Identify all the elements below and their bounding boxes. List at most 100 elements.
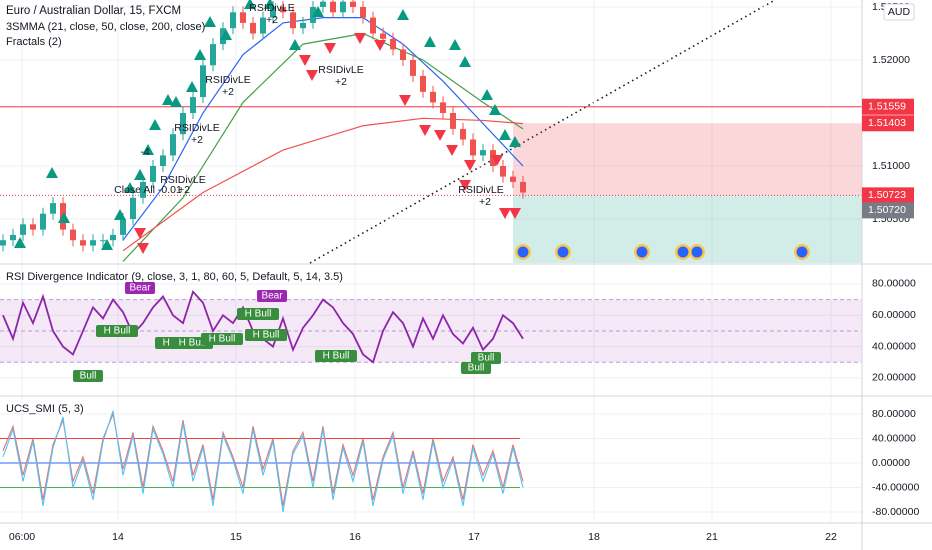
candle bbox=[0, 240, 6, 246]
fractal-up bbox=[449, 39, 461, 50]
candle bbox=[20, 224, 26, 235]
price-label-box bbox=[862, 187, 914, 204]
fractal-up bbox=[424, 36, 436, 47]
study-legend: 3SMMA (21, close, 50, close, 200, close) bbox=[6, 21, 205, 33]
candle bbox=[10, 234, 16, 241]
event-icon-inner bbox=[557, 246, 569, 258]
strategy-label: Close All -0.01 bbox=[114, 184, 182, 196]
signal-label: H Bull bbox=[104, 326, 131, 337]
candle bbox=[50, 203, 56, 214]
fractal-down bbox=[354, 33, 366, 44]
fractal-up bbox=[46, 167, 58, 178]
fractal-down bbox=[446, 145, 458, 156]
fractal-down bbox=[399, 95, 411, 106]
candle bbox=[430, 91, 436, 103]
currency: AUD bbox=[888, 6, 911, 18]
signal-label: H Bull bbox=[179, 338, 206, 349]
candle bbox=[420, 75, 426, 92]
fractal-up bbox=[124, 182, 136, 193]
candle bbox=[510, 176, 516, 182]
candle bbox=[30, 224, 36, 230]
candle bbox=[240, 12, 246, 23]
signal-label: H Bull bbox=[253, 330, 280, 341]
signal-box bbox=[237, 308, 279, 320]
strategy-label: RSIDivLE bbox=[205, 74, 251, 86]
price-label: 1.51559 bbox=[868, 101, 906, 113]
fractal-down bbox=[324, 43, 336, 54]
fractal-down bbox=[459, 180, 471, 191]
event-icon-inner bbox=[796, 246, 808, 258]
signal-label: Bull bbox=[80, 371, 97, 382]
candle bbox=[370, 17, 376, 34]
fractal-down bbox=[137, 243, 149, 254]
candle bbox=[480, 150, 486, 156]
signal-box bbox=[257, 290, 287, 302]
candle bbox=[350, 1, 356, 7]
y-tick-label: 0.00000 bbox=[872, 457, 910, 469]
fractal-up bbox=[14, 237, 26, 248]
candle bbox=[300, 22, 306, 29]
candle bbox=[330, 1, 336, 13]
fractal-down bbox=[134, 228, 146, 239]
signal-box bbox=[245, 329, 287, 341]
strategy-label: +2 bbox=[191, 134, 203, 146]
x-tick-label: 06:00 bbox=[9, 531, 35, 543]
fractal-up bbox=[509, 136, 521, 147]
y-tick-label: 1.51000 bbox=[872, 160, 910, 172]
signal-label: Bear bbox=[129, 283, 151, 294]
strategy-label: -4 bbox=[140, 146, 149, 158]
fractal-down bbox=[491, 155, 503, 166]
fractal-up bbox=[459, 56, 471, 67]
candle bbox=[390, 38, 396, 50]
candle bbox=[140, 181, 146, 198]
fractal-up bbox=[134, 169, 146, 180]
fractal-down bbox=[464, 160, 476, 171]
fractal-down bbox=[509, 208, 521, 219]
signal-label: Bull bbox=[478, 353, 495, 364]
candle bbox=[170, 134, 176, 156]
signal-box bbox=[201, 333, 243, 345]
y-tick-label: 80.00000 bbox=[872, 278, 916, 290]
currency-box bbox=[883, 3, 915, 21]
candle bbox=[460, 128, 466, 140]
fractal-up bbox=[312, 6, 324, 17]
fractal-down bbox=[299, 55, 311, 66]
candle bbox=[110, 234, 116, 241]
signal-label: H Bull bbox=[245, 309, 272, 320]
event-icon-inner bbox=[677, 246, 689, 258]
fractal-up bbox=[220, 29, 232, 40]
candle bbox=[410, 59, 416, 76]
candle bbox=[380, 33, 386, 39]
signal-label: H Bull bbox=[323, 351, 350, 362]
loss-zone bbox=[513, 123, 862, 196]
price-label: 1.51403 bbox=[868, 117, 906, 129]
candle bbox=[180, 113, 186, 135]
signal-box bbox=[461, 362, 491, 374]
fractal-up bbox=[170, 96, 182, 107]
x-tick-label: 18 bbox=[588, 531, 600, 543]
symbol-title: Euro / Australian Dollar, 15, FXCM bbox=[6, 5, 181, 17]
candle bbox=[400, 49, 406, 60]
signal-box bbox=[96, 325, 138, 337]
candle bbox=[40, 213, 46, 230]
fractal-up bbox=[204, 16, 216, 27]
candle bbox=[100, 240, 106, 242]
signal-label: Bull bbox=[468, 363, 485, 374]
event-icon-inner bbox=[636, 246, 648, 258]
candle bbox=[310, 6, 316, 23]
fractal-up bbox=[264, 0, 276, 9]
x-tick-label: 15 bbox=[230, 531, 242, 543]
strategy-label: RSIDivLE bbox=[174, 122, 220, 134]
y-tick-label: 40.00000 bbox=[872, 340, 916, 352]
candle bbox=[210, 44, 216, 66]
x-tick-label: 14 bbox=[112, 531, 124, 543]
x-tick-label: 21 bbox=[706, 531, 718, 543]
fractal-up bbox=[101, 239, 113, 250]
strategy-label: +2 bbox=[178, 184, 190, 196]
fractal-up bbox=[114, 209, 126, 220]
fractal-up bbox=[149, 119, 161, 130]
candle bbox=[120, 219, 126, 235]
strategy-label: +2 bbox=[222, 86, 234, 98]
price-label: 1.50720 bbox=[868, 204, 906, 216]
